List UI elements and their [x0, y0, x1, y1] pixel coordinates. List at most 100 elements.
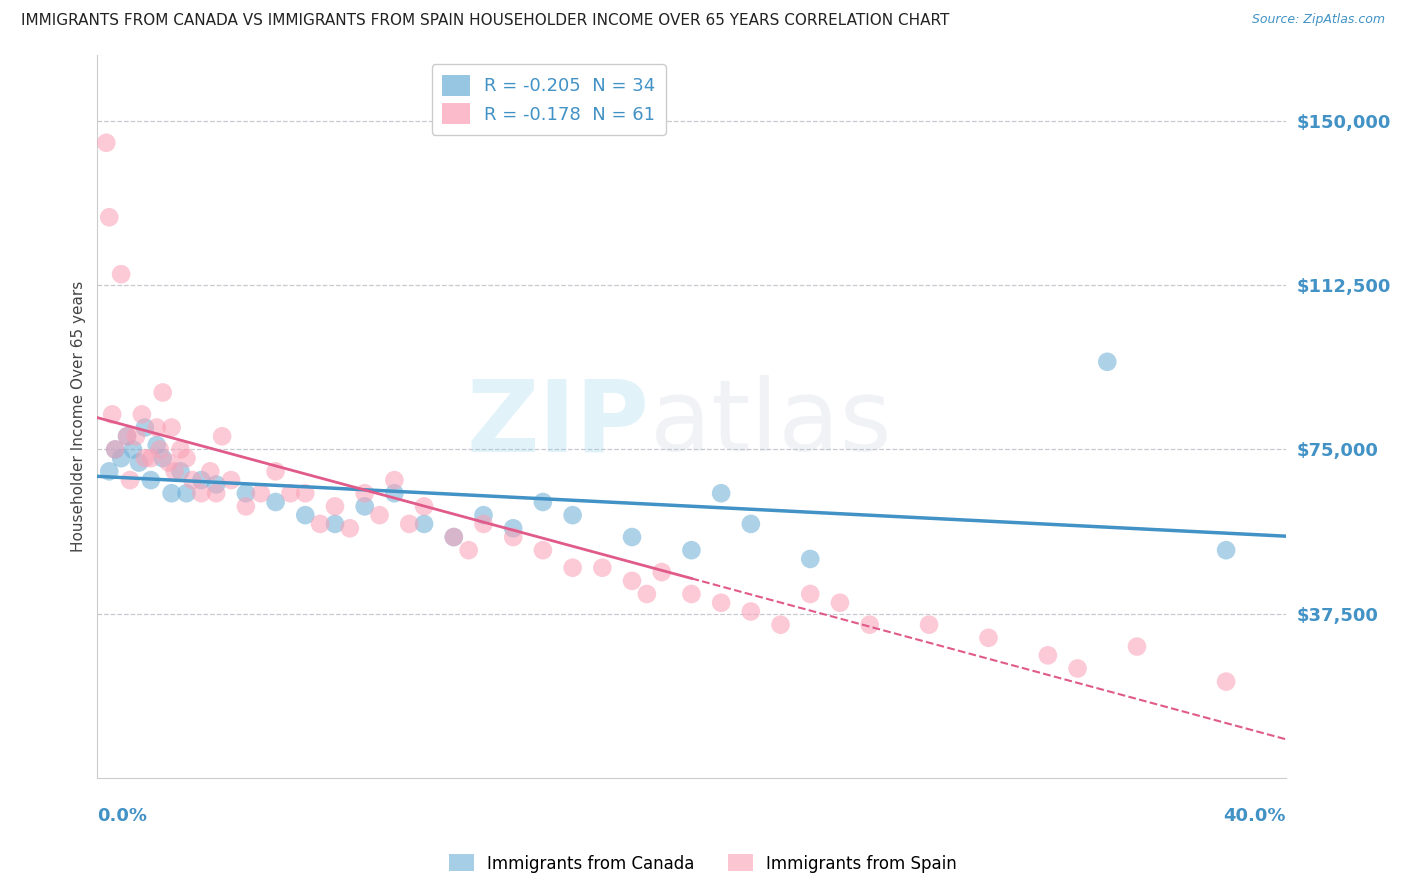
Point [443, 530, 465, 544]
Legend: R = -0.205  N = 34, R = -0.178  N = 61: R = -0.205 N = 34, R = -0.178 N = 61 [432, 64, 666, 135]
Point [160, 420, 183, 434]
Point [413, 516, 436, 531]
Point [219, 473, 242, 487]
Point [152, 385, 174, 400]
Point [1215, 674, 1237, 689]
Point [157, 456, 180, 470]
Point [122, 442, 145, 457]
Point [145, 438, 167, 452]
Point [1036, 648, 1059, 663]
Point [710, 596, 733, 610]
Point [384, 486, 406, 500]
Point [309, 516, 332, 531]
Point [294, 486, 316, 500]
Text: IMMIGRANTS FROM CANADA VS IMMIGRANTS FROM SPAIN HOUSEHOLDER INCOME OVER 65 YEARS: IMMIGRANTS FROM CANADA VS IMMIGRANTS FRO… [21, 13, 949, 29]
Point [134, 451, 156, 466]
Text: atlas: atlas [650, 376, 891, 472]
Point [110, 451, 132, 466]
Point [145, 420, 167, 434]
Point [160, 486, 183, 500]
Point [176, 486, 198, 500]
Point [1066, 661, 1088, 675]
Point [636, 587, 658, 601]
Point [101, 408, 124, 422]
Point [353, 486, 375, 500]
Point [531, 495, 554, 509]
Point [621, 574, 644, 588]
Point [139, 451, 162, 466]
Point [98, 464, 121, 478]
Point [472, 508, 495, 523]
Point [104, 442, 127, 457]
Point [323, 500, 346, 514]
Point [128, 456, 150, 470]
Text: 40.0%: 40.0% [1223, 807, 1285, 825]
Point [828, 596, 851, 610]
Point [799, 587, 821, 601]
Point [651, 565, 673, 579]
Point [591, 560, 613, 574]
Point [1097, 355, 1119, 369]
Point [977, 631, 1000, 645]
Point [621, 530, 644, 544]
Point [531, 543, 554, 558]
Point [200, 464, 222, 478]
Point [149, 442, 172, 457]
Point [280, 486, 302, 500]
Point [115, 429, 138, 443]
Point [98, 211, 121, 225]
Point [249, 486, 271, 500]
Point [181, 473, 204, 487]
Point [339, 521, 361, 535]
Point [859, 617, 882, 632]
Point [323, 516, 346, 531]
Point [176, 451, 198, 466]
Point [125, 429, 148, 443]
Point [368, 508, 391, 523]
Point [353, 500, 375, 514]
Point [799, 552, 821, 566]
Point [169, 464, 191, 478]
Point [740, 605, 762, 619]
Legend: Immigrants from Canada, Immigrants from Spain: Immigrants from Canada, Immigrants from … [443, 847, 963, 880]
Y-axis label: Householder Income Over 65 years: Householder Income Over 65 years [72, 281, 86, 552]
Point [294, 508, 316, 523]
Point [710, 486, 733, 500]
Point [398, 516, 420, 531]
Point [139, 473, 162, 487]
Point [457, 543, 479, 558]
Point [205, 486, 228, 500]
Point [413, 500, 436, 514]
Point [134, 420, 156, 434]
Point [472, 516, 495, 531]
Point [190, 473, 212, 487]
Point [918, 617, 941, 632]
Point [169, 442, 191, 457]
Point [502, 521, 524, 535]
Point [681, 587, 703, 601]
Text: Source: ZipAtlas.com: Source: ZipAtlas.com [1251, 13, 1385, 27]
Text: 0.0%: 0.0% [97, 807, 148, 825]
Point [740, 516, 762, 531]
Point [561, 508, 583, 523]
Point [264, 495, 287, 509]
Point [681, 543, 703, 558]
Point [163, 464, 186, 478]
Point [205, 477, 228, 491]
Point [264, 464, 287, 478]
Point [769, 617, 792, 632]
Point [190, 486, 212, 500]
Point [384, 473, 406, 487]
Point [561, 560, 583, 574]
Point [502, 530, 524, 544]
Point [1126, 640, 1149, 654]
Point [235, 500, 257, 514]
Point [96, 136, 118, 150]
Point [1215, 543, 1237, 558]
Point [443, 530, 465, 544]
Point [115, 429, 138, 443]
Point [211, 429, 233, 443]
Text: ZIP: ZIP [467, 376, 650, 472]
Point [235, 486, 257, 500]
Point [118, 473, 141, 487]
